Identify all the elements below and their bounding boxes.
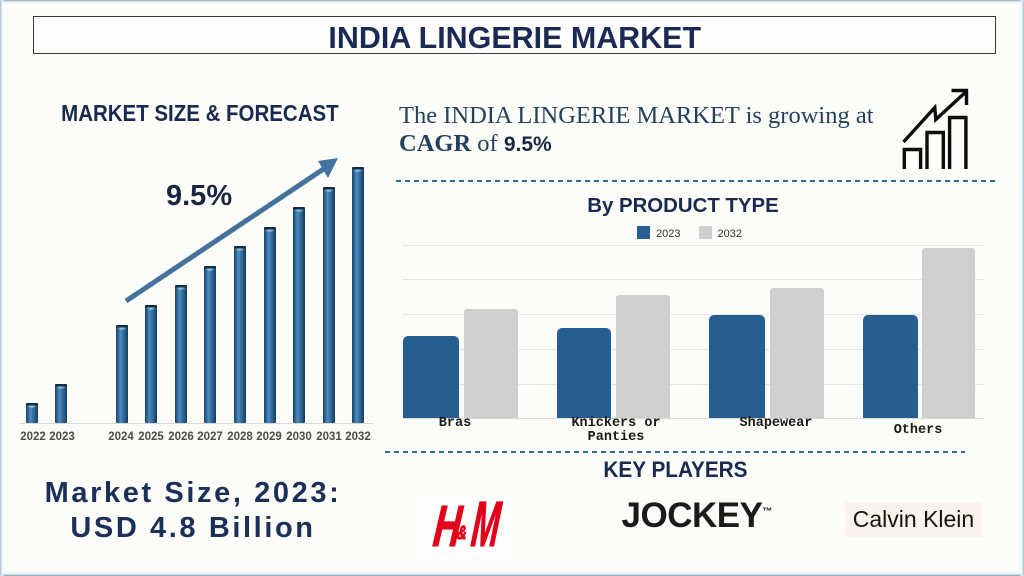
svg-text:&: & xyxy=(456,523,468,544)
svg-text:H: H xyxy=(431,495,466,559)
svg-text:M: M xyxy=(469,490,505,560)
